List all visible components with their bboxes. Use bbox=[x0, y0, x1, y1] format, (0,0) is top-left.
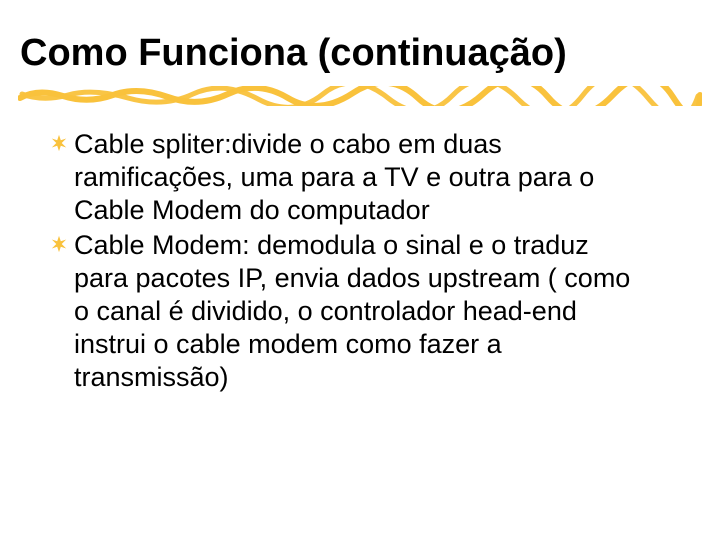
list-item: Cable Modem: demodula o sinal e o traduz… bbox=[50, 229, 640, 394]
bullet-icon bbox=[50, 235, 68, 253]
list-item: Cable spliter:divide o cabo em duas rami… bbox=[50, 128, 640, 227]
title-underline bbox=[18, 86, 702, 106]
list-item-text: Cable spliter:divide o cabo em duas rami… bbox=[74, 128, 640, 227]
list-item-text: Cable Modem: demodula o sinal e o traduz… bbox=[74, 229, 640, 394]
slide-title: Como Funciona (continuação) bbox=[20, 32, 700, 75]
slide: Como Funciona (continuação) Cable splite… bbox=[0, 0, 720, 540]
slide-body: Cable spliter:divide o cabo em duas rami… bbox=[50, 128, 640, 396]
bullet-icon bbox=[50, 134, 68, 152]
